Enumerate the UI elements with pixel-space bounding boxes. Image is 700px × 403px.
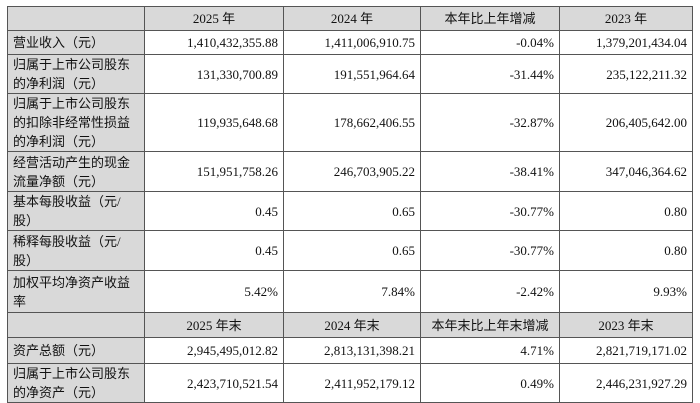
table-cell: 178,662,406.55 [283, 93, 421, 152]
table-cell: 7.84% [283, 270, 421, 313]
row-label: 归属于上市公司股东的净利润（元） [7, 54, 145, 94]
table-cell: 0.65 [283, 230, 421, 271]
column-header [7, 6, 145, 31]
column-header: 2025 年 [144, 6, 284, 31]
row-label: 营业收入（元） [7, 30, 145, 55]
column-header: 2023 年末 [559, 312, 693, 338]
table-cell: 1,379,201,434.04 [559, 30, 693, 55]
header-row: 2025 年 2024 年本年比上年增减 2023 年 [7, 6, 693, 31]
table-cell: 0.45 [144, 191, 284, 231]
table-cell: 2,813,131,398.21 [283, 337, 421, 364]
table-cell: 2,945,495,012.82 [144, 337, 284, 364]
table-row: 加权平均净资产收益率 5.42% 7.84% -2.42% 9.93% [7, 270, 693, 313]
table-cell: -31.44% [420, 54, 560, 94]
table-cell: 2,446,231,927.29 [559, 363, 693, 403]
table-row: 归属于上市公司股东的扣除非经常性损益的净利润（元） 119,935,648.68 1… [7, 93, 693, 152]
row-label: 归属于上市公司股东的净资产（元） [7, 363, 145, 403]
table-cell: 131,330,700.89 [144, 54, 284, 94]
table-cell: 2,821,719,171.02 [559, 337, 693, 364]
table-cell: -32.87% [420, 93, 560, 152]
table-cell: -30.77% [420, 230, 560, 271]
row-label: 稀释每股收益（元/股） [7, 230, 145, 271]
table-cell: 191,551,964.64 [283, 54, 421, 94]
table-cell: 119,935,648.68 [144, 93, 284, 152]
column-header: 2025 年末 [144, 312, 284, 338]
header-row: 2025 年末 2024 年末 本年末比上年末增减 2023 年末 [7, 312, 693, 338]
column-header: 2024 年末 [283, 312, 421, 338]
table-cell: 1,410,432,355.88 [144, 30, 284, 55]
row-label: 基本每股收益（元/股） [7, 191, 145, 231]
table-cell: 0.80 [559, 191, 693, 231]
table-cell: 4.71% [420, 337, 560, 364]
row-label: 归属于上市公司股东的扣除非经常性损益的净利润（元） [7, 93, 145, 152]
table-cell: -0.04% [420, 30, 560, 55]
table-cell: 5.42% [144, 270, 284, 313]
table-cell: 347,046,364.62 [559, 151, 693, 192]
table-cell: 2,411,952,179.12 [283, 363, 421, 403]
column-header: 本年末比上年末增减 [420, 312, 560, 338]
table-cell: 2,423,710,521.54 [144, 363, 284, 403]
row-label: 加权平均净资产收益率 [7, 270, 145, 313]
table-cell: -30.77% [420, 191, 560, 231]
table-row: 经营活动产生的现金流量净额（元） 151,951,758.26 246,703,90… [7, 151, 693, 192]
table-cell: 246,703,905.22 [283, 151, 421, 192]
table-cell: 0.65 [283, 191, 421, 231]
column-header [7, 312, 145, 338]
table-cell: 151,951,758.26 [144, 151, 284, 192]
table-cell: -2.42% [420, 270, 560, 313]
table-cell: -38.41% [420, 151, 560, 192]
table-cell: 9.93% [559, 270, 693, 313]
table-row: 营业收入（元） 1,410,432,355.88 1,411,006,910.75-… [7, 30, 693, 55]
table-cell: 1,411,006,910.75 [283, 30, 421, 55]
table-cell: 0.49% [420, 363, 560, 403]
row-label: 资产总额（元） [7, 337, 145, 364]
row-label: 经营活动产生的现金流量净额（元） [7, 151, 145, 192]
table-cell: 0.80 [559, 230, 693, 271]
table-row: 归属于上市公司股东的净资产（元） 2,423,710,521.54 2,411,95… [7, 363, 693, 403]
table-cell: 0.45 [144, 230, 284, 271]
table-cell: 235,122,211.32 [559, 54, 693, 94]
table-cell: 206,405,642.00 [559, 93, 693, 152]
column-header: 2023 年 [559, 6, 693, 31]
table-row: 资产总额（元） 2,945,495,012.82 2,813,131,398.21 4… [7, 337, 693, 364]
financial-summary-table: 2025 年 2024 年本年比上年增减 2023 年营业收入（元） 1,410,43… [7, 6, 693, 403]
column-header: 本年比上年增减 [420, 6, 560, 31]
table-row: 基本每股收益（元/股） 0.45 0.65 -30.77% 0.80 [7, 191, 693, 231]
column-header: 2024 年 [283, 6, 421, 31]
table-row: 归属于上市公司股东的净利润（元） 131,330,700.89 191,551,96… [7, 54, 693, 94]
table-row: 稀释每股收益（元/股） 0.45 0.65 -30.77% 0.80 [7, 230, 693, 271]
